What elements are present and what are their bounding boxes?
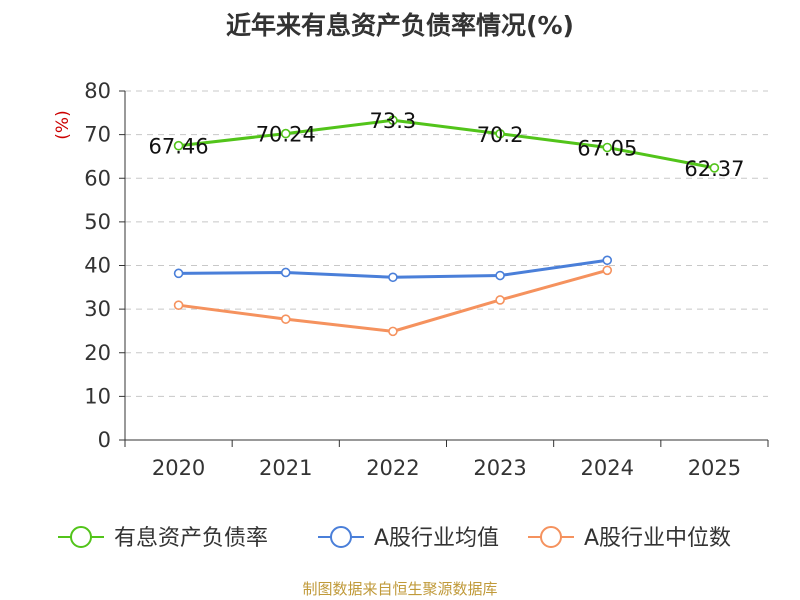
y-tick-label: 60 <box>84 166 111 190</box>
grid-lines <box>125 90 768 397</box>
series-line-0 <box>178 118 715 170</box>
series-points <box>173 115 720 337</box>
chart-title: 近年来有息资产负债率情况(%) <box>226 11 574 40</box>
data-point <box>388 272 398 283</box>
data-labels: 67.46 70.24 73.3 70.2 67.05 62.37 <box>149 109 745 181</box>
data-label: 73.3 <box>370 109 417 133</box>
data-point <box>388 115 398 126</box>
data-label: 70.24 <box>256 123 316 147</box>
data-label: 67.46 <box>149 135 209 159</box>
data-point <box>495 270 505 281</box>
data-point <box>495 128 505 139</box>
data-point <box>602 255 613 266</box>
y-tick-label: 50 <box>84 210 111 234</box>
data-point <box>709 163 720 173</box>
data-point <box>280 267 291 278</box>
legend-marker-icon <box>70 526 92 548</box>
x-tick-label: 2020 <box>152 456 205 480</box>
x-tick-label: 2023 <box>473 456 526 480</box>
data-label: 67.05 <box>577 136 637 160</box>
legend-marker-icon <box>330 526 352 548</box>
x-tick-label: 2025 <box>688 456 741 480</box>
y-tick-label: 30 <box>84 297 111 321</box>
legend-label: A股行业中位数 <box>584 526 731 551</box>
legend-marker-icon <box>540 526 562 548</box>
data-point <box>602 142 613 153</box>
data-point <box>280 314 291 324</box>
y-tick-label: 70 <box>84 123 111 147</box>
data-label: 62.37 <box>684 157 744 181</box>
data-point <box>173 268 184 279</box>
y-tick-label: 20 <box>84 341 111 365</box>
y-axis-label: (%) <box>53 110 73 139</box>
y-tick-label: 80 <box>84 79 111 103</box>
data-point <box>173 300 184 310</box>
data-point <box>280 128 291 139</box>
source-note: 制图数据来自恒生聚源数据库 <box>302 580 498 598</box>
axes: 0 10 20 30 40 50 60 70 80 2020 2021 2022 2023 2024 202… <box>53 79 769 480</box>
y-tick-label: 10 <box>84 384 111 408</box>
y-tick-label: 0 <box>98 428 111 452</box>
data-point <box>388 326 398 337</box>
data-point <box>495 295 505 305</box>
data-label: 70.2 <box>477 123 524 147</box>
legend-label: A股行业均值 <box>374 526 499 551</box>
data-point <box>602 265 613 276</box>
x-tick-label: 2024 <box>581 456 634 480</box>
x-tick-label: 2021 <box>259 456 312 480</box>
x-tick-label: 2022 <box>366 456 419 480</box>
data-point <box>173 140 184 151</box>
legend-label: 有息资产负债率 <box>114 526 268 551</box>
y-tick-label: 40 <box>84 254 111 278</box>
legend: 有息资产负债率 A股行业均值 A股行业中位数 <box>58 526 731 551</box>
